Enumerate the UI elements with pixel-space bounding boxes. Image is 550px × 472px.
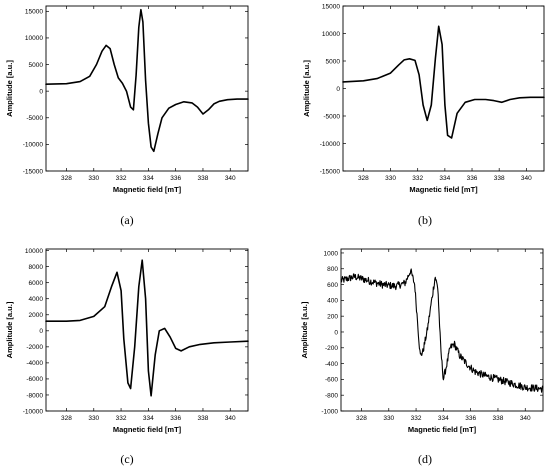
y-tick-label-c: 6000	[29, 280, 44, 287]
y-tick-label-a: -5000	[26, 115, 43, 122]
y-tick-label-b: 0	[336, 86, 340, 93]
plot-frame-d	[340, 248, 544, 412]
x-axis-label-b: Magnetic field [mT]	[409, 185, 478, 194]
x-axis-label-d: Magnetic field [mT]	[408, 425, 477, 434]
chart-b: 328 330 332 334 336 338 340 -15000 -10000 -5000 0 5…	[302, 3, 545, 194]
x-tick-label-c: 340	[225, 415, 236, 422]
x-tick-label-c: 334	[143, 415, 154, 422]
plot-frame-a	[45, 5, 249, 172]
y-tick-label-d: 800	[327, 266, 338, 273]
series-line-a	[45, 8, 249, 153]
x-axis-label-a: Magnetic field [mT]	[113, 185, 182, 194]
series-line-b	[342, 25, 545, 139]
y-tick-label-c: -6000	[26, 376, 43, 383]
x-tick-label-c: 332	[116, 415, 127, 422]
x-tick-label-b: 340	[521, 175, 532, 182]
y-tick-label-d: 200	[327, 313, 338, 320]
x-tick-label-c: 338	[198, 415, 209, 422]
series-line-d	[340, 268, 544, 393]
y-tick-label-d: 1000	[324, 250, 339, 257]
y-tick-label-c: 8000	[29, 264, 44, 271]
series-line-c	[45, 259, 249, 397]
x-tick-label-a: 332	[116, 175, 127, 182]
x-tick-label-d: 330	[383, 415, 394, 422]
panels: 328 330 332 334 336 338 340-15000-10000-500005…	[5, 3, 545, 434]
y-tick-label-c: -4000	[26, 360, 43, 367]
x-tick-label-a: 330	[88, 175, 99, 182]
y-tick-label-b: 15000	[322, 3, 340, 10]
chart-d: 328 330 332 334 336 338 340 -1000 -800 -600 -400 -2…	[300, 248, 544, 434]
y-tick-label-b: -10000	[320, 141, 341, 148]
x-tick-label-d: 340	[520, 415, 531, 422]
chart-c: 328 330 332 334 336 338 340 -10000 -8000 -6000 -40…	[5, 248, 249, 434]
x-tick-label-a: 328	[61, 175, 72, 182]
x-tick-label-b: 334	[439, 175, 450, 182]
y-tick-label-a: 0	[39, 88, 43, 95]
x-tick-label-c: 336	[170, 415, 181, 422]
y-tick-label-c: -2000	[26, 344, 43, 351]
y-tick-label-c: 4000	[29, 296, 44, 303]
x-tick-label-b: 330	[385, 175, 396, 182]
x-tick-label-a: 336	[170, 175, 181, 182]
y-tick-label-a: 5000	[29, 62, 44, 69]
x-tick-label-c: 328	[61, 415, 72, 422]
x-tick-label-d: 338	[493, 415, 504, 422]
y-tick-label-d: 0	[334, 329, 338, 336]
x-tick-label-a: 338	[198, 175, 209, 182]
y-axis-label-b: Amplitude [a.u.]	[302, 60, 311, 117]
chart-a: 328 330 332 334 336 338 340 -15000 -10000 -5000 0 5…	[5, 5, 249, 194]
y-tick-label-d: 600	[327, 282, 338, 289]
y-tick-label-d: -1000	[321, 408, 338, 415]
plot-frame-c	[45, 248, 249, 412]
panel-caption-a: (a)	[120, 213, 133, 227]
y-axis-label-d: Amplitude [a.u.]	[300, 301, 309, 358]
x-tick-label-a: 334	[143, 175, 154, 182]
y-tick-label-d: -200	[325, 345, 338, 352]
x-tick-label-d: 334	[438, 415, 449, 422]
y-tick-label-b: -15000	[320, 168, 341, 175]
x-tick-label-d: 328	[356, 415, 367, 422]
x-tick-label-a: 340	[225, 175, 236, 182]
y-tick-label-d: -600	[325, 377, 338, 384]
y-tick-label-d: -800	[325, 392, 338, 399]
x-axis-label-c: Magnetic field [mT]	[113, 425, 182, 434]
y-tick-label-a: -15000	[23, 168, 44, 175]
y-tick-label-b: -5000	[323, 113, 340, 120]
y-tick-label-a: -10000	[23, 142, 44, 149]
y-tick-label-a: 15000	[25, 9, 43, 16]
y-axis-label-a: Amplitude [a.u.]	[5, 60, 14, 117]
x-tick-label-b: 336	[467, 175, 478, 182]
x-tick-label-b: 338	[494, 175, 505, 182]
panel-caption-d: (d)	[418, 452, 432, 466]
x-tick-label-b: 332	[412, 175, 423, 182]
panel-caption-b: (b)	[418, 213, 432, 227]
x-tick-label-d: 332	[411, 415, 422, 422]
x-tick-label-d: 336	[465, 415, 476, 422]
y-tick-label-c: -10000	[23, 408, 44, 415]
y-tick-label-b: 5000	[326, 58, 341, 65]
x-tick-label-c: 330	[88, 415, 99, 422]
y-tick-label-b: 10000	[322, 31, 340, 38]
y-tick-label-c: 0	[39, 328, 43, 335]
y-tick-label-c: 10000	[25, 248, 43, 255]
y-tick-label-d: -400	[325, 361, 338, 368]
y-tick-label-c: -8000	[26, 392, 43, 399]
x-tick-label-b: 328	[358, 175, 369, 182]
y-tick-label-a: 10000	[25, 35, 43, 42]
y-tick-label-c: 2000	[29, 312, 44, 319]
y-axis-label-c: Amplitude [a.u.]	[5, 301, 14, 358]
panel-caption-c: (c)	[120, 452, 133, 466]
y-tick-label-d: 400	[327, 298, 338, 305]
